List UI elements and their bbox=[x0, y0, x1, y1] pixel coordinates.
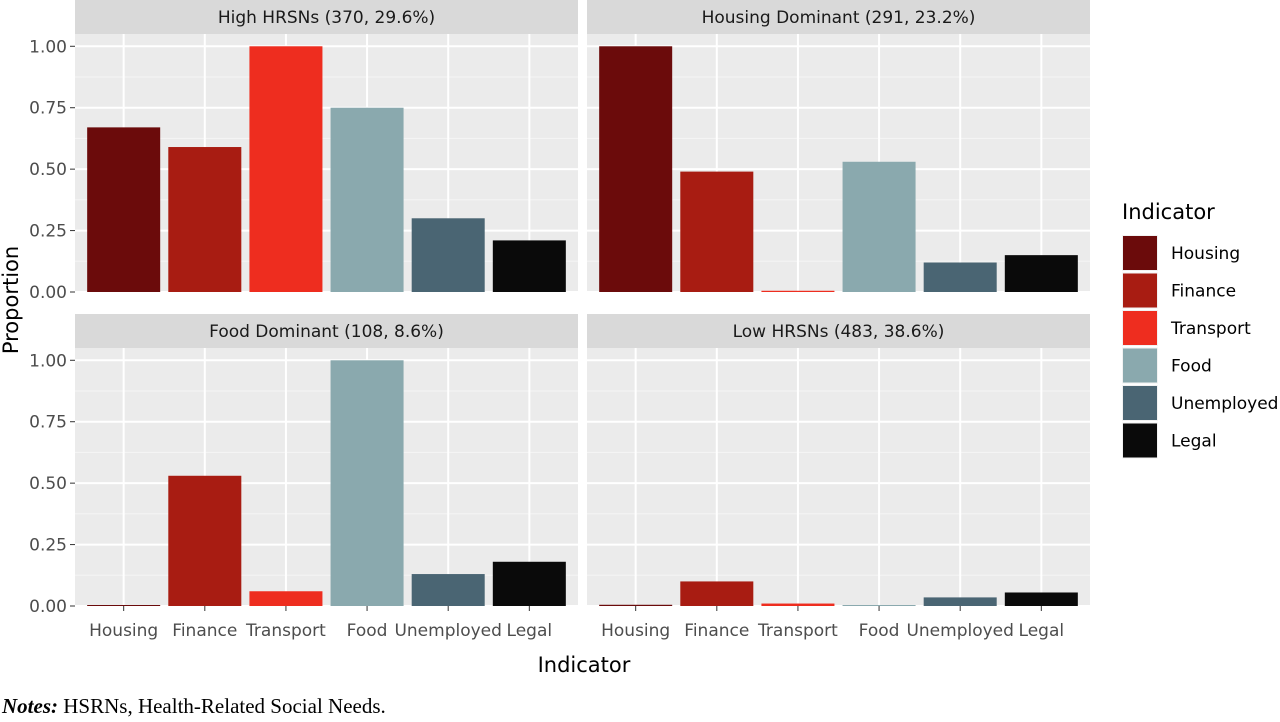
legend-label: Food bbox=[1171, 357, 1212, 377]
panel-background bbox=[587, 348, 1090, 606]
bar-finance bbox=[680, 581, 754, 606]
bar-legal bbox=[1004, 255, 1078, 292]
x-tick-label: Unemployed bbox=[394, 621, 501, 641]
x-tick-label: Housing bbox=[89, 621, 158, 641]
bar-unemployed bbox=[923, 597, 997, 606]
bar-finance bbox=[168, 475, 242, 606]
panel-title: High HRSNs (370, 29.6%) bbox=[218, 8, 435, 28]
panel-strip bbox=[587, 314, 1090, 348]
bar-food bbox=[330, 107, 404, 292]
y-tick-label: 0.25 bbox=[29, 222, 67, 242]
x-tick-label: Transport bbox=[245, 621, 326, 641]
bar-transport bbox=[249, 46, 323, 293]
y-tick-label: 0.75 bbox=[29, 99, 67, 119]
panel-strip bbox=[75, 314, 578, 348]
bar-housing bbox=[599, 604, 673, 606]
legend-swatch-transport bbox=[1123, 311, 1157, 345]
bar-unemployed bbox=[411, 218, 485, 292]
y-tick-label: 0.00 bbox=[29, 283, 67, 303]
bar-unemployed bbox=[923, 262, 997, 292]
x-tick-label: Finance bbox=[684, 621, 749, 641]
y-tick-label: 1.00 bbox=[29, 351, 67, 371]
bar-food bbox=[842, 161, 916, 292]
x-tick-label: Food bbox=[859, 621, 900, 641]
x-tick-label: Housing bbox=[601, 621, 670, 641]
bar-transport bbox=[249, 591, 323, 606]
bar-unemployed bbox=[411, 574, 485, 606]
panel-title: Low HRSNs (483, 38.6%) bbox=[733, 322, 945, 342]
legend-swatch-housing bbox=[1123, 236, 1157, 270]
bar-finance bbox=[680, 171, 754, 292]
x-axis-title: Indicator bbox=[538, 653, 631, 677]
legend-swatch-finance bbox=[1123, 273, 1157, 308]
legend-title: Indicator bbox=[1122, 200, 1215, 224]
y-tick-label: 0.50 bbox=[29, 160, 67, 180]
x-tick-label: Legal bbox=[1019, 621, 1065, 641]
legend-swatch-food bbox=[1123, 348, 1157, 383]
legend-label: Transport bbox=[1170, 319, 1251, 339]
bar-legal bbox=[492, 240, 566, 292]
bar-finance bbox=[168, 147, 242, 292]
legend-label: Legal bbox=[1171, 432, 1217, 452]
x-tick-label: Legal bbox=[507, 621, 553, 641]
bar-transport bbox=[761, 603, 835, 606]
panel-strip bbox=[75, 0, 578, 34]
figure-notes: Notes: HSRNs, Health-Related Social Need… bbox=[2, 694, 386, 719]
bar-housing bbox=[87, 127, 161, 292]
panel-strip bbox=[587, 0, 1090, 34]
y-axis-title: Proportion bbox=[0, 246, 23, 354]
panel-title: Housing Dominant (291, 23.2%) bbox=[702, 8, 976, 28]
x-tick-label: Transport bbox=[757, 621, 838, 641]
faceted-bar-chart: High HRSNs (370, 29.6%) 0.00 0.25 0.50 0.75 1… bbox=[0, 0, 1278, 677]
legend-label: Unemployed bbox=[1171, 394, 1278, 414]
x-tick-label: Unemployed bbox=[906, 621, 1013, 641]
y-tick-label: 1.00 bbox=[29, 37, 67, 57]
legend-label: Housing bbox=[1171, 244, 1240, 264]
bar-transport bbox=[761, 290, 835, 292]
x-tick-label: Finance bbox=[172, 621, 237, 641]
y-tick-label: 0.25 bbox=[29, 536, 67, 556]
bar-legal bbox=[492, 561, 566, 606]
bar-food bbox=[842, 605, 916, 606]
bar-housing bbox=[599, 46, 673, 293]
panel-title: Food Dominant (108, 8.6%) bbox=[209, 322, 444, 342]
y-tick-label: 0.75 bbox=[29, 413, 67, 433]
bar-legal bbox=[1004, 592, 1078, 606]
y-tick-label: 0.00 bbox=[29, 597, 67, 617]
x-tick-label: Food bbox=[347, 621, 388, 641]
bar-food bbox=[330, 360, 404, 606]
y-tick-label: 0.50 bbox=[29, 474, 67, 494]
legend-label: Finance bbox=[1171, 282, 1236, 302]
notes-label: Notes: bbox=[2, 694, 58, 718]
bar-housing bbox=[87, 605, 161, 606]
legend-swatch-legal bbox=[1123, 423, 1157, 458]
legend-swatch-unemployed bbox=[1123, 386, 1157, 420]
notes-text: HSRNs, Health-Related Social Needs. bbox=[58, 694, 386, 718]
